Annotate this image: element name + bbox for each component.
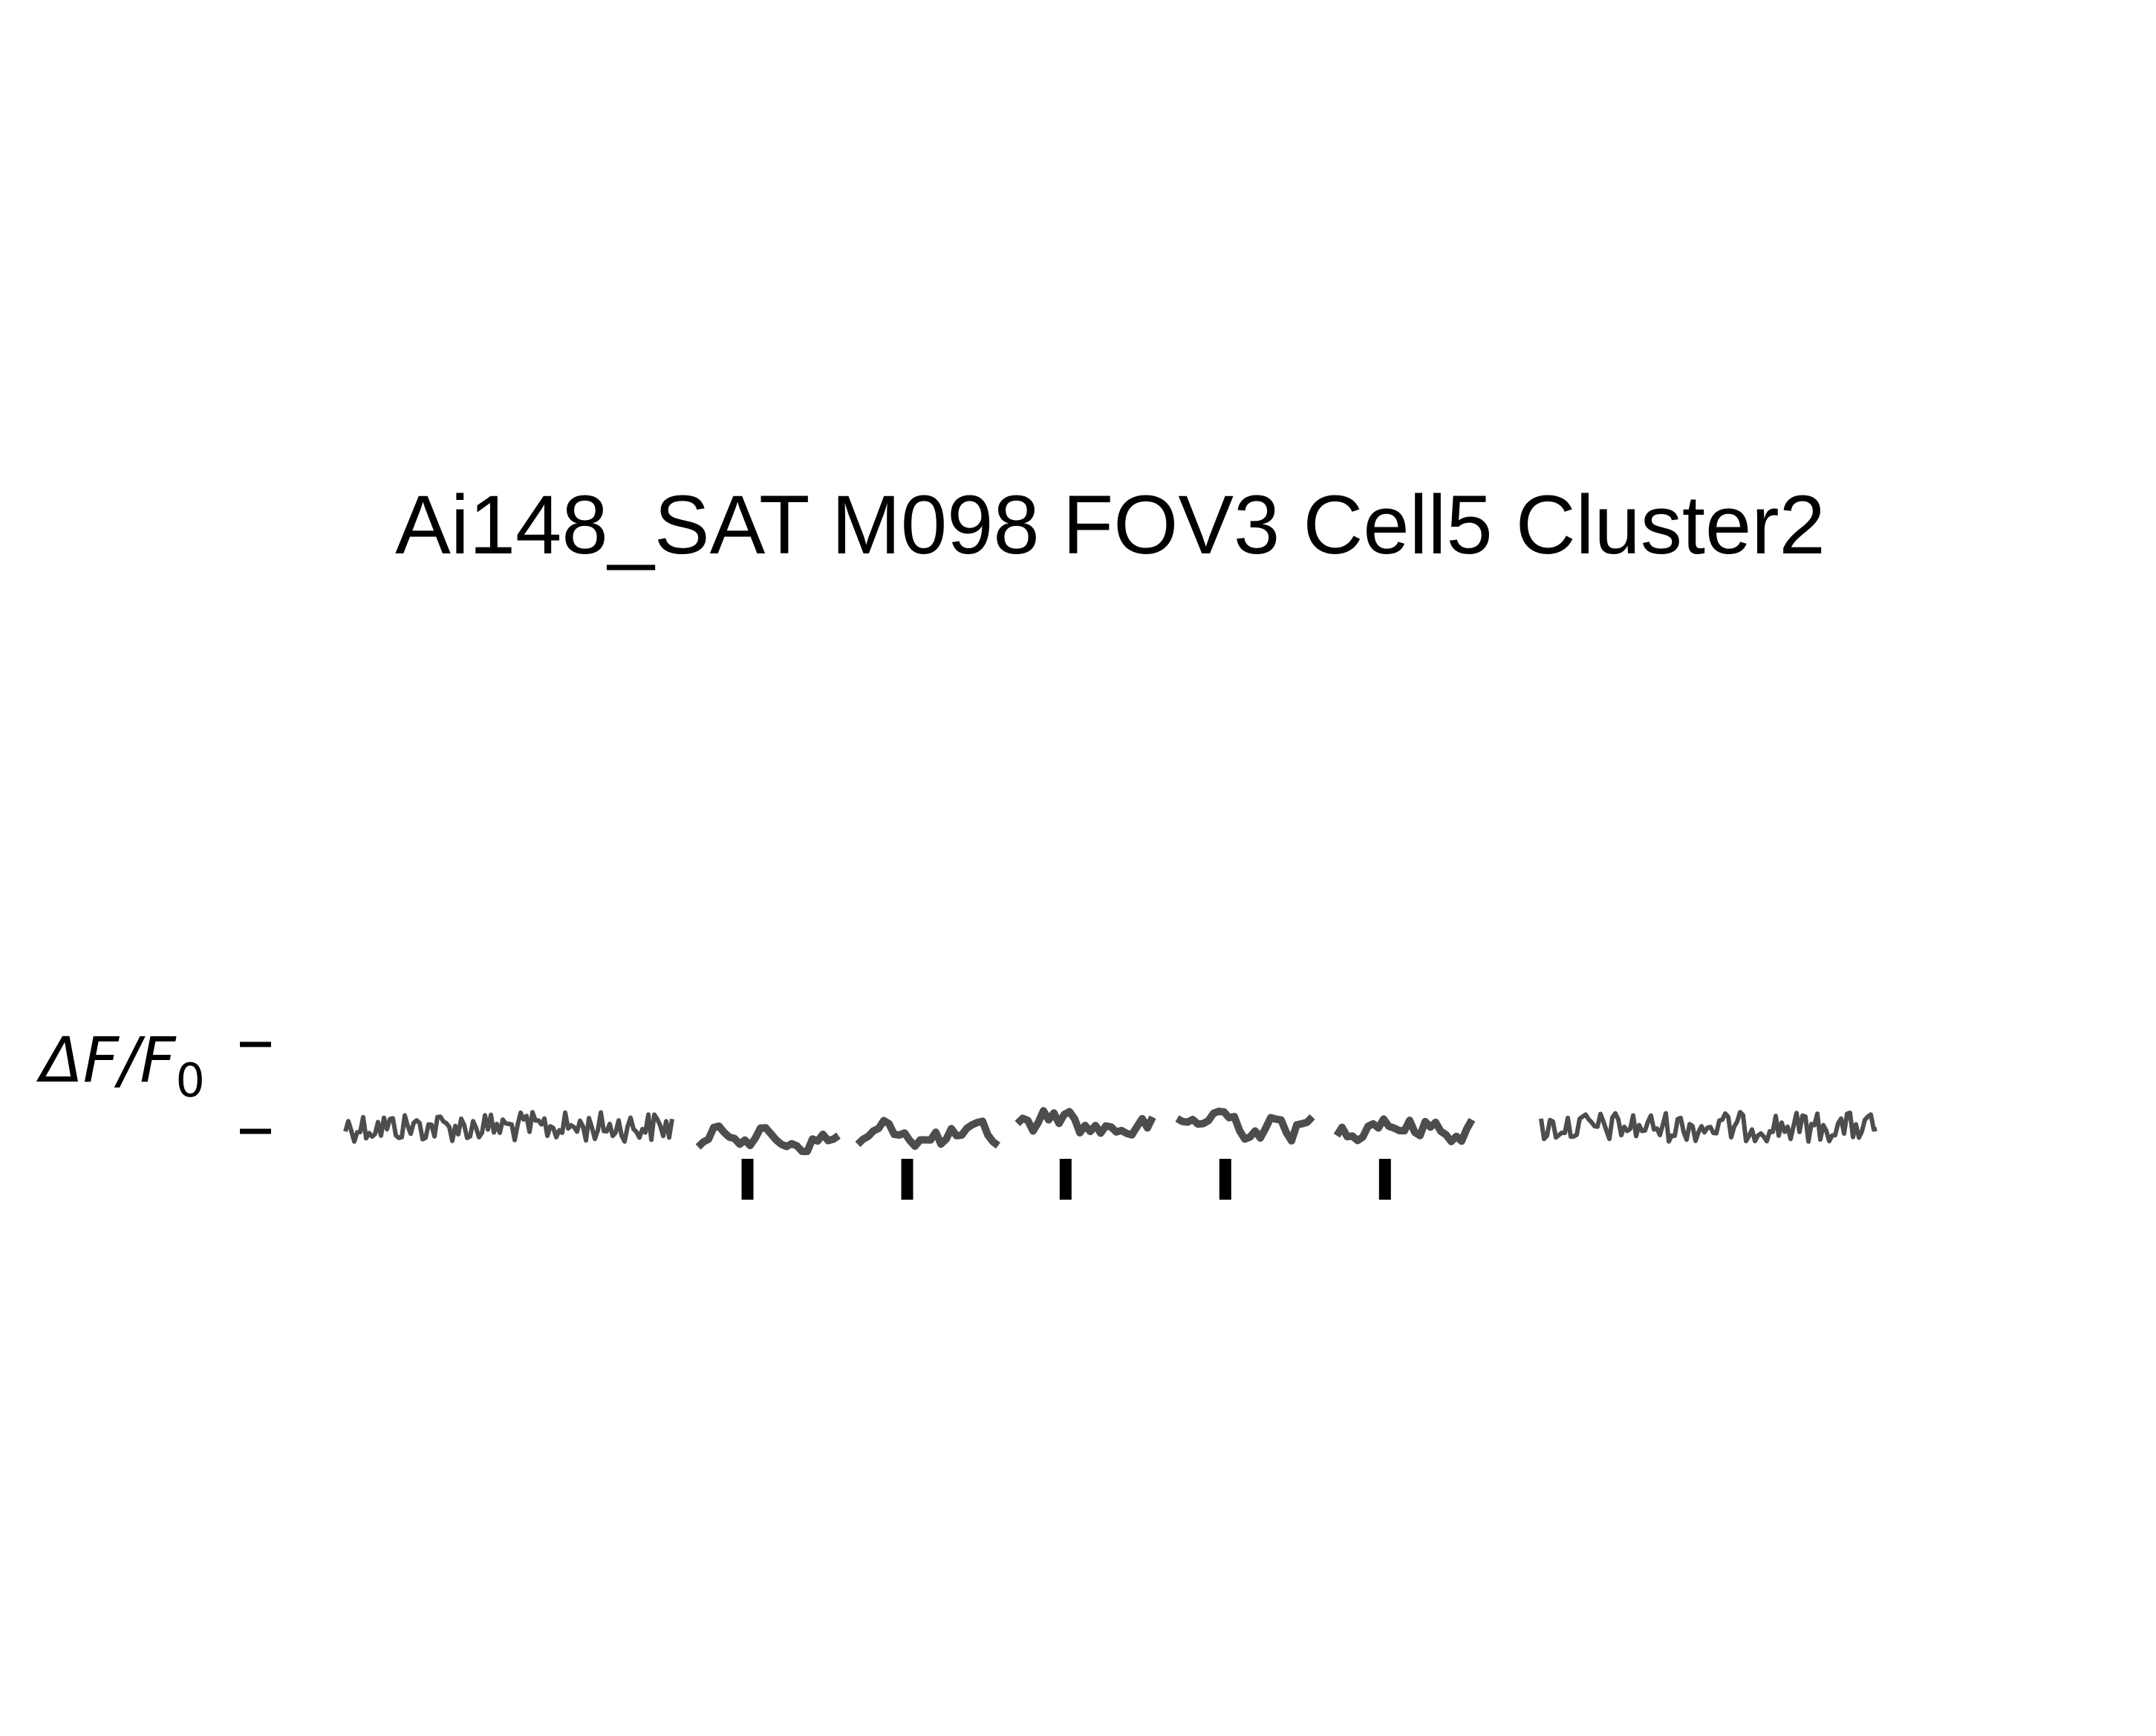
- trace-segment-6: [1333, 1115, 1476, 1145]
- scale-bar-label: ΔF/F0: [36, 1024, 205, 1108]
- chart-title: Ai148_SAT M098 FOV3 Cell5 Cluster2: [395, 478, 1826, 571]
- stimulus-marker-2: [901, 1159, 913, 1200]
- stimulus-marker-5: [1378, 1159, 1391, 1200]
- stimulus-marker-1: [741, 1159, 754, 1200]
- scale-bar-label-subscript: 0: [176, 1053, 205, 1108]
- trace-segment-5: [1175, 1108, 1315, 1145]
- trace-group: [343, 1107, 1877, 1155]
- stimulus-marker-3: [1059, 1159, 1072, 1200]
- trace-segment-3: [855, 1116, 1000, 1150]
- stimulus-marker-group: [741, 1159, 1391, 1200]
- scale-bar: ΔF/F0: [36, 1024, 271, 1134]
- trace-segment-1: [343, 1110, 674, 1144]
- trace-segment-2: [695, 1122, 841, 1155]
- stimulus-marker-4: [1219, 1159, 1231, 1200]
- trace-segment-4: [1015, 1107, 1156, 1139]
- scale-bar-label-main: ΔF/F: [36, 1024, 177, 1096]
- trace-segment-7: [1539, 1110, 1877, 1144]
